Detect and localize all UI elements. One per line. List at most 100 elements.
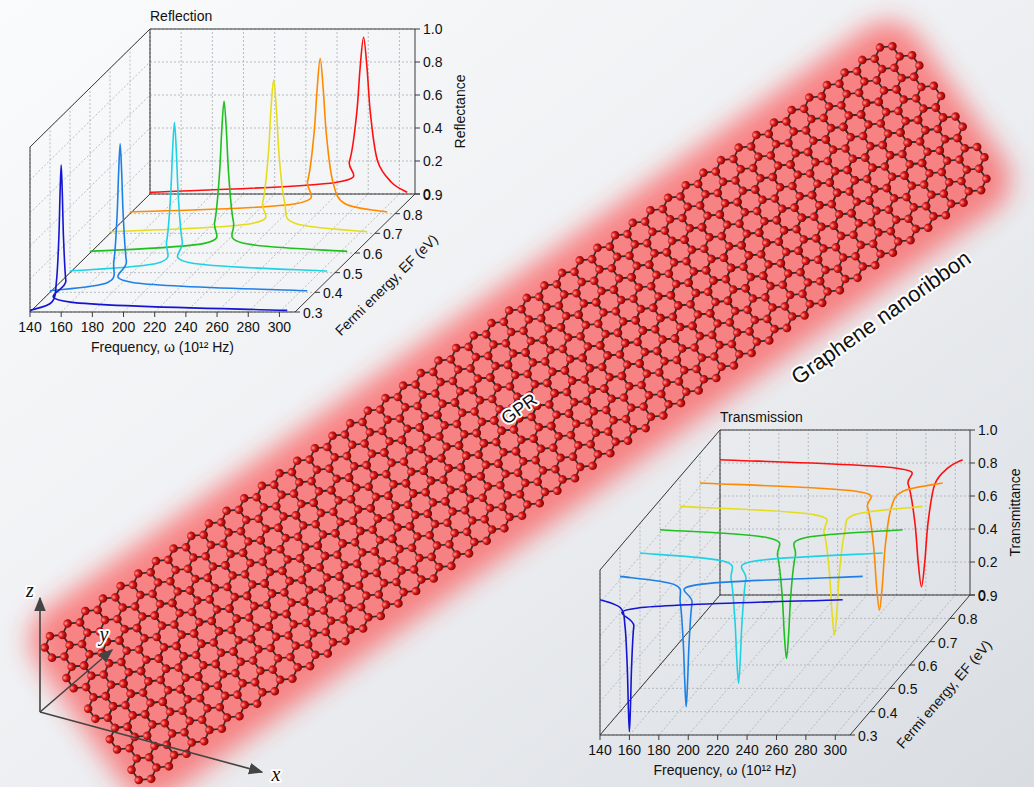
atom [346, 439, 358, 451]
atom [798, 103, 810, 115]
atom [182, 563, 194, 575]
atom [624, 250, 636, 262]
atom [109, 591, 121, 603]
atoms [35, 29, 1005, 787]
atom [293, 476, 305, 488]
atom [485, 317, 497, 329]
atom [674, 191, 686, 203]
atom [217, 538, 229, 550]
atom [164, 575, 176, 587]
atom [470, 351, 482, 363]
atom [487, 339, 499, 351]
atom [111, 613, 123, 625]
atom [692, 178, 704, 190]
atom [382, 414, 394, 426]
atom [215, 516, 227, 528]
atom [788, 126, 800, 138]
atom [727, 153, 739, 165]
atom [571, 287, 583, 299]
atom [83, 648, 95, 660]
atom [113, 634, 125, 646]
atom [410, 378, 422, 390]
atom [729, 175, 741, 187]
atom [306, 475, 318, 487]
atom [553, 300, 565, 312]
atom [329, 451, 341, 463]
atom [323, 463, 335, 475]
atom [258, 501, 270, 513]
atom [270, 500, 282, 512]
atom [735, 163, 747, 175]
atom [276, 489, 288, 501]
atom [644, 204, 656, 216]
atom [56, 629, 68, 641]
atom [445, 353, 457, 365]
atom [516, 303, 528, 315]
atom [609, 229, 621, 241]
atom [569, 266, 581, 278]
atom [763, 128, 775, 140]
atom [380, 392, 392, 404]
atom [521, 292, 533, 304]
atom [699, 188, 711, 200]
atom [588, 275, 600, 287]
atom [659, 225, 671, 237]
atom [274, 467, 286, 479]
atom [518, 325, 530, 337]
atom [187, 551, 199, 563]
atom [205, 539, 217, 551]
atom [717, 176, 729, 188]
atom [321, 441, 333, 453]
atom [81, 627, 93, 639]
atom [833, 78, 845, 90]
atom [677, 212, 689, 224]
atom [251, 491, 263, 503]
atom [339, 429, 351, 441]
atom [392, 391, 404, 403]
atom [505, 326, 517, 338]
atom [604, 241, 616, 253]
atom [92, 604, 104, 616]
atom [286, 466, 298, 478]
atom [627, 217, 639, 229]
atom [399, 401, 411, 413]
atom [162, 554, 174, 566]
atom [291, 455, 303, 467]
atom [417, 389, 429, 401]
atom [185, 530, 197, 542]
atom [288, 488, 300, 500]
atom [803, 92, 815, 104]
atom [463, 341, 475, 353]
atom [780, 115, 792, 127]
atom [556, 267, 568, 279]
atom [586, 253, 598, 265]
atom [233, 504, 245, 516]
atom [750, 129, 762, 141]
atom [256, 480, 268, 492]
atom [886, 40, 898, 52]
atom [503, 304, 515, 316]
atom [712, 187, 724, 199]
ribbon-glow [15, 7, 1024, 787]
atom [76, 638, 88, 650]
atom [768, 117, 780, 129]
atom [97, 593, 109, 605]
atom [64, 639, 76, 651]
atom [364, 426, 376, 438]
atom [839, 66, 851, 78]
atom [134, 589, 146, 601]
atom [745, 140, 757, 152]
atom [765, 149, 777, 161]
figure: GPRGraphene nanoribbonxyz140160180200220… [0, 0, 1034, 787]
atom [786, 104, 798, 116]
atom [591, 242, 603, 254]
atom [362, 405, 374, 417]
atom [450, 342, 462, 354]
atom [119, 623, 131, 635]
atom [664, 213, 676, 225]
nanoribbon [15, 7, 1024, 787]
atom [694, 200, 706, 212]
atom [46, 652, 58, 664]
atom [427, 366, 439, 378]
atom [96, 647, 108, 659]
